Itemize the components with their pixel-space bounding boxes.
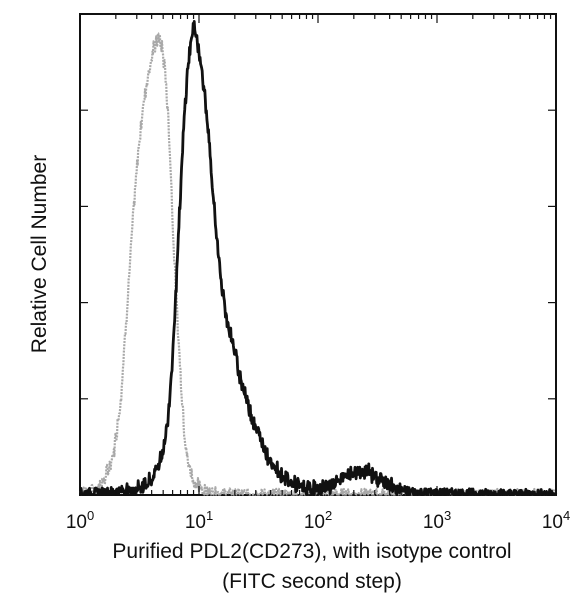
x-tick-label: 101 <box>185 508 213 533</box>
plot-frame <box>79 13 557 496</box>
x-tick-label: 100 <box>66 508 94 533</box>
x-tick-label: 103 <box>423 508 451 533</box>
x-axis-label: Purified PDL2(CD273), with isotype contr… <box>112 540 511 563</box>
x-axis: 100 101 102 103 104 <box>66 14 570 533</box>
x-tick-label: 102 <box>304 508 332 533</box>
x-axis-label-line2: (FITC second step) <box>222 570 402 593</box>
y-axis <box>80 13 556 496</box>
x-tick-label: 104 <box>542 508 570 533</box>
y-axis-label: Relative Cell Number <box>28 155 51 353</box>
